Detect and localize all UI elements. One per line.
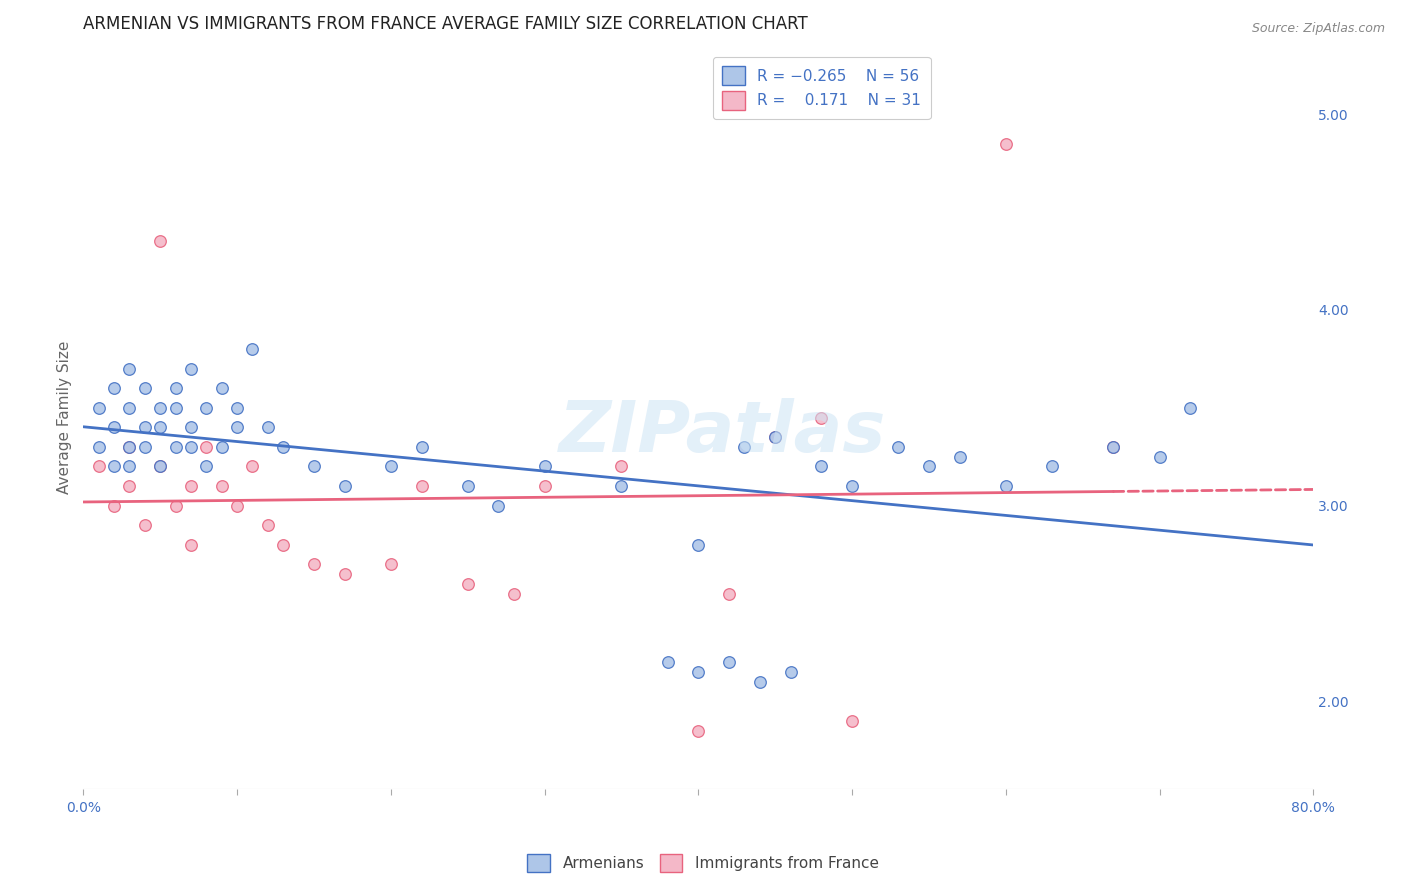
Point bbox=[1180, 401, 1202, 415]
Point bbox=[1102, 440, 1125, 454]
Point bbox=[180, 420, 202, 434]
Point bbox=[411, 440, 433, 454]
Point bbox=[502, 587, 524, 601]
Point bbox=[103, 381, 125, 395]
Point bbox=[718, 587, 741, 601]
Point bbox=[841, 714, 863, 728]
Point bbox=[226, 499, 249, 513]
Point bbox=[103, 459, 125, 474]
Point bbox=[149, 459, 172, 474]
Point bbox=[994, 479, 1017, 493]
Point bbox=[763, 430, 786, 444]
Point bbox=[380, 459, 402, 474]
Point bbox=[271, 538, 294, 552]
Point bbox=[103, 420, 125, 434]
Point bbox=[211, 479, 233, 493]
Point bbox=[457, 479, 479, 493]
Point bbox=[118, 361, 141, 376]
Point bbox=[1149, 450, 1171, 464]
Point bbox=[763, 430, 786, 444]
Legend: R = −0.265    N = 56, R =    0.171    N = 31: R = −0.265 N = 56, R = 0.171 N = 31 bbox=[713, 57, 931, 119]
Point bbox=[256, 518, 278, 533]
Point bbox=[226, 401, 249, 415]
Point bbox=[256, 420, 278, 434]
Point bbox=[748, 674, 770, 689]
Point bbox=[302, 459, 325, 474]
Point bbox=[118, 479, 141, 493]
Point bbox=[165, 401, 187, 415]
Point bbox=[211, 440, 233, 454]
Point bbox=[688, 665, 710, 679]
Point bbox=[271, 440, 294, 454]
Point bbox=[733, 440, 755, 454]
Point bbox=[657, 655, 679, 669]
Point bbox=[457, 577, 479, 591]
Point bbox=[149, 401, 172, 415]
Point bbox=[87, 459, 110, 474]
Point bbox=[610, 479, 633, 493]
Point bbox=[149, 459, 172, 474]
Point bbox=[195, 459, 218, 474]
Point bbox=[810, 459, 832, 474]
Point bbox=[87, 440, 110, 454]
Point bbox=[841, 479, 863, 493]
Point bbox=[180, 361, 202, 376]
Point bbox=[242, 459, 264, 474]
Point bbox=[165, 499, 187, 513]
Point bbox=[118, 440, 141, 454]
Point bbox=[242, 342, 264, 356]
Point bbox=[887, 440, 910, 454]
Point bbox=[1102, 440, 1125, 454]
Point bbox=[333, 567, 356, 582]
Point bbox=[779, 665, 801, 679]
Point bbox=[87, 401, 110, 415]
Point bbox=[134, 518, 156, 533]
Y-axis label: Average Family Size: Average Family Size bbox=[58, 341, 72, 494]
Point bbox=[810, 410, 832, 425]
Point bbox=[380, 558, 402, 572]
Point bbox=[103, 499, 125, 513]
Point bbox=[118, 401, 141, 415]
Point bbox=[688, 538, 710, 552]
Point bbox=[994, 136, 1017, 151]
Point bbox=[180, 479, 202, 493]
Legend: Armenians, Immigrants from France: Armenians, Immigrants from France bbox=[520, 846, 886, 880]
Point bbox=[610, 459, 633, 474]
Text: ARMENIAN VS IMMIGRANTS FROM FRANCE AVERAGE FAMILY SIZE CORRELATION CHART: ARMENIAN VS IMMIGRANTS FROM FRANCE AVERA… bbox=[83, 15, 808, 33]
Point bbox=[134, 420, 156, 434]
Point bbox=[302, 558, 325, 572]
Text: ZIPatlas: ZIPatlas bbox=[560, 398, 887, 467]
Point bbox=[118, 440, 141, 454]
Point bbox=[488, 499, 510, 513]
Point bbox=[1040, 459, 1063, 474]
Point bbox=[180, 440, 202, 454]
Point bbox=[688, 723, 710, 738]
Point bbox=[918, 459, 941, 474]
Point bbox=[533, 459, 555, 474]
Point bbox=[718, 655, 741, 669]
Point bbox=[949, 450, 972, 464]
Point bbox=[195, 440, 218, 454]
Point bbox=[165, 381, 187, 395]
Point bbox=[134, 381, 156, 395]
Point bbox=[180, 538, 202, 552]
Point bbox=[333, 479, 356, 493]
Point bbox=[226, 420, 249, 434]
Text: Source: ZipAtlas.com: Source: ZipAtlas.com bbox=[1251, 22, 1385, 36]
Point bbox=[134, 440, 156, 454]
Point bbox=[211, 381, 233, 395]
Point bbox=[533, 479, 555, 493]
Point bbox=[411, 479, 433, 493]
Point bbox=[118, 459, 141, 474]
Point bbox=[195, 401, 218, 415]
Point bbox=[149, 235, 172, 249]
Point bbox=[165, 440, 187, 454]
Point bbox=[149, 420, 172, 434]
